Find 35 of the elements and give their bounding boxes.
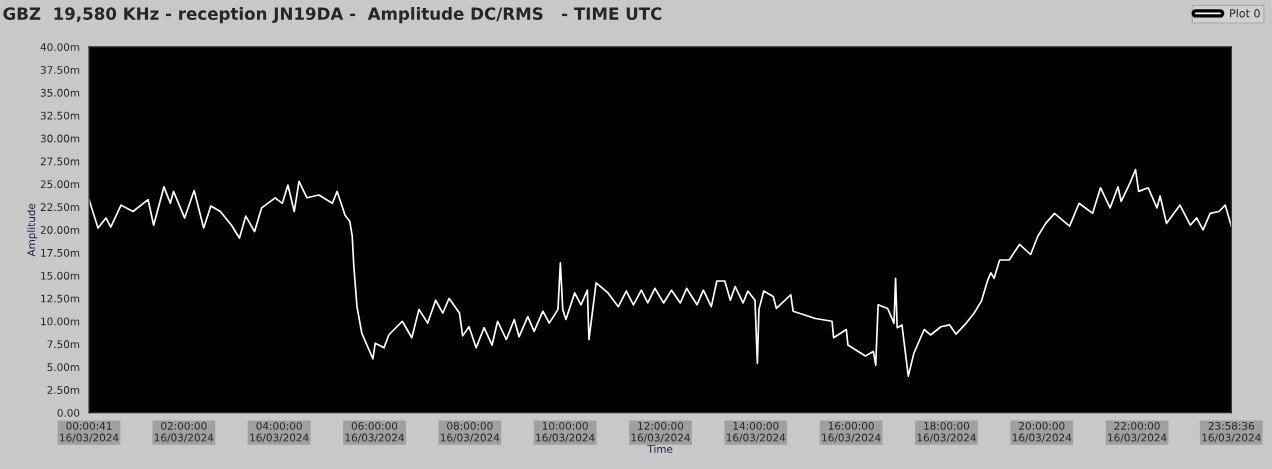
y-tick-label: 5.00m [47,363,80,372]
x-tick-label: 06:00:00 16/03/2024 [345,421,404,443]
y-tick-label: 35.00m [40,88,80,97]
line-series [89,168,1232,377]
x-tick-label: 02:00:00 16/03/2024 [154,421,214,443]
y-tick-label: 32.50m [40,111,80,120]
y-tick-label: 0.00 [57,408,80,417]
y-tick-label: 25.00m [40,180,80,189]
y-tick-label: 27.50m [40,157,80,166]
chart-title: GBZ 19,580 KHz - reception JN19DA - Amplitude DC/RMS - TIME UTC [3,7,662,24]
x-tick-label: 14:00:00 16/03/2024 [726,421,786,443]
y-axis-title: Amplitude [27,203,38,257]
x-tick-label: 23:58:36 16/03/2024 [1202,421,1261,443]
y-tick-label: 17.50m [41,248,80,257]
x-axis-title: Time [647,444,673,453]
x-tick-label: 08:00:00 16/03/2024 [440,421,500,443]
y-tick-label: 20.00m [40,226,80,234]
x-tick-label: 12:00:00 16/03/2024 [631,421,690,443]
y-tick-label: 37.50m [40,65,80,74]
y-tick-label: 22.50m [40,203,80,212]
y-tick-label: 40.00m [40,43,80,52]
x-tick-label: 16:00:00 16/03/2024 [822,421,881,443]
x-tick-label: 20:00:00 16/03/2024 [1012,421,1072,443]
y-tick-label: 2.50m [47,386,80,394]
y-tick-label: 10.00m [41,317,80,326]
legend-label: Plot 0 [1230,8,1260,18]
y-tick-label: 7.50m [47,340,80,349]
x-tick-label: 22:00:00 16/03/2024 [1108,421,1167,443]
y-tick-label: 15.00m [41,271,80,280]
x-tick-label: 00:00:41 16/03/2024 [60,421,119,443]
x-tick-label: 18:00:00 16/03/2024 [917,421,976,443]
y-tick-label: 12.50m [41,294,80,303]
y-tick-label: 30.00m [40,134,80,143]
x-tick-label: 04:00:00 16/03/2024 [250,421,309,443]
x-tick-label: 10:00:00 16/03/2024 [536,421,595,443]
